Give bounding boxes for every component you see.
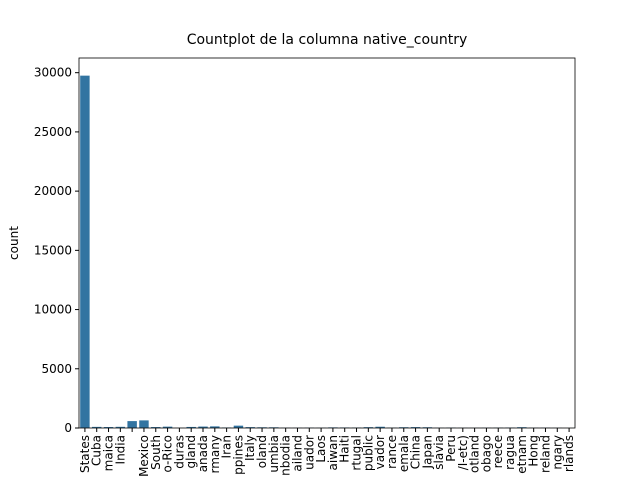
bar [410, 427, 421, 428]
x-tick-label: Italy [243, 435, 257, 461]
x-tick-label: gland [184, 435, 198, 469]
x-tick-label: etnam [515, 435, 529, 474]
x-tick-label: South [149, 435, 163, 470]
bar [245, 427, 255, 428]
y-tick-label: 20000 [34, 184, 72, 198]
x-tick-label: obago [479, 435, 493, 472]
bar [198, 426, 208, 428]
x-tick-label: o-Rico [161, 435, 175, 473]
x-tick-label: Iran [220, 435, 234, 458]
x-tick-label: uador [302, 435, 316, 470]
y-tick-label: 25000 [34, 125, 72, 139]
y-tick-label: 0 [64, 421, 72, 435]
chart-title: Countplot de la columna native_country [187, 32, 468, 48]
bar [115, 426, 126, 428]
bar [127, 421, 137, 428]
y-tick-label: 5000 [41, 362, 72, 376]
bar [162, 426, 173, 428]
bar [91, 426, 102, 428]
y-axis-label: count [7, 226, 21, 260]
x-tick-label: Mexico [137, 435, 151, 477]
x-tick-label: nbodia [279, 435, 293, 476]
x-tick-label: States [78, 435, 92, 473]
x-tick-label: ppines [231, 435, 245, 475]
x-tick-label: rmany [208, 435, 222, 473]
x-tick-label: duras [172, 435, 186, 469]
x-tick-label: Haiti [338, 435, 352, 463]
x-tick-label: Hong [527, 435, 541, 467]
x-tick-label: vador [373, 435, 387, 469]
x-tick-label: India [113, 435, 127, 464]
x-tick-label: ngary [550, 435, 564, 470]
bar [375, 426, 385, 428]
bar [151, 427, 161, 428]
x-tick-label: oland [255, 435, 269, 468]
bar [233, 425, 244, 428]
x-tick-label: emala [397, 435, 411, 472]
y-tick-label: 15000 [34, 243, 72, 257]
x-tick-label: aiwan [326, 435, 340, 470]
x-tick-label: umbia [267, 435, 281, 473]
x-tick-label: ailand [290, 435, 304, 472]
x-tick-label: slavia [432, 435, 446, 470]
bar [139, 420, 149, 428]
x-tick-label: maica [102, 435, 116, 471]
x-tick-label: rance [385, 435, 399, 469]
x-tick-label: Laos [314, 435, 328, 463]
bar [80, 75, 90, 428]
plot-frame [78, 57, 576, 429]
x-tick-label: Cuba [90, 435, 104, 466]
x-tick-label: public [361, 435, 375, 471]
x-tick-label: rtugal [350, 435, 364, 471]
x-tick-label: China [409, 435, 423, 469]
x-tick-label: anada [196, 435, 210, 472]
y-tick-label: 10000 [34, 303, 72, 317]
x-tick-label: Peru [444, 435, 458, 462]
x-tick-label: ragua [503, 435, 517, 470]
bar [210, 426, 220, 428]
bar [103, 427, 114, 428]
y-tick-label: 30000 [34, 66, 72, 80]
x-tick-label: Japan [420, 435, 434, 469]
x-tick-label: reece [491, 435, 505, 468]
x-tick-label: reland [538, 435, 552, 473]
x-tick-label: /I-etc) [456, 435, 470, 470]
x-tick-label: rlands [562, 435, 576, 472]
bar [186, 426, 196, 428]
x-tick-label: otland [468, 435, 482, 473]
bar [363, 427, 374, 428]
